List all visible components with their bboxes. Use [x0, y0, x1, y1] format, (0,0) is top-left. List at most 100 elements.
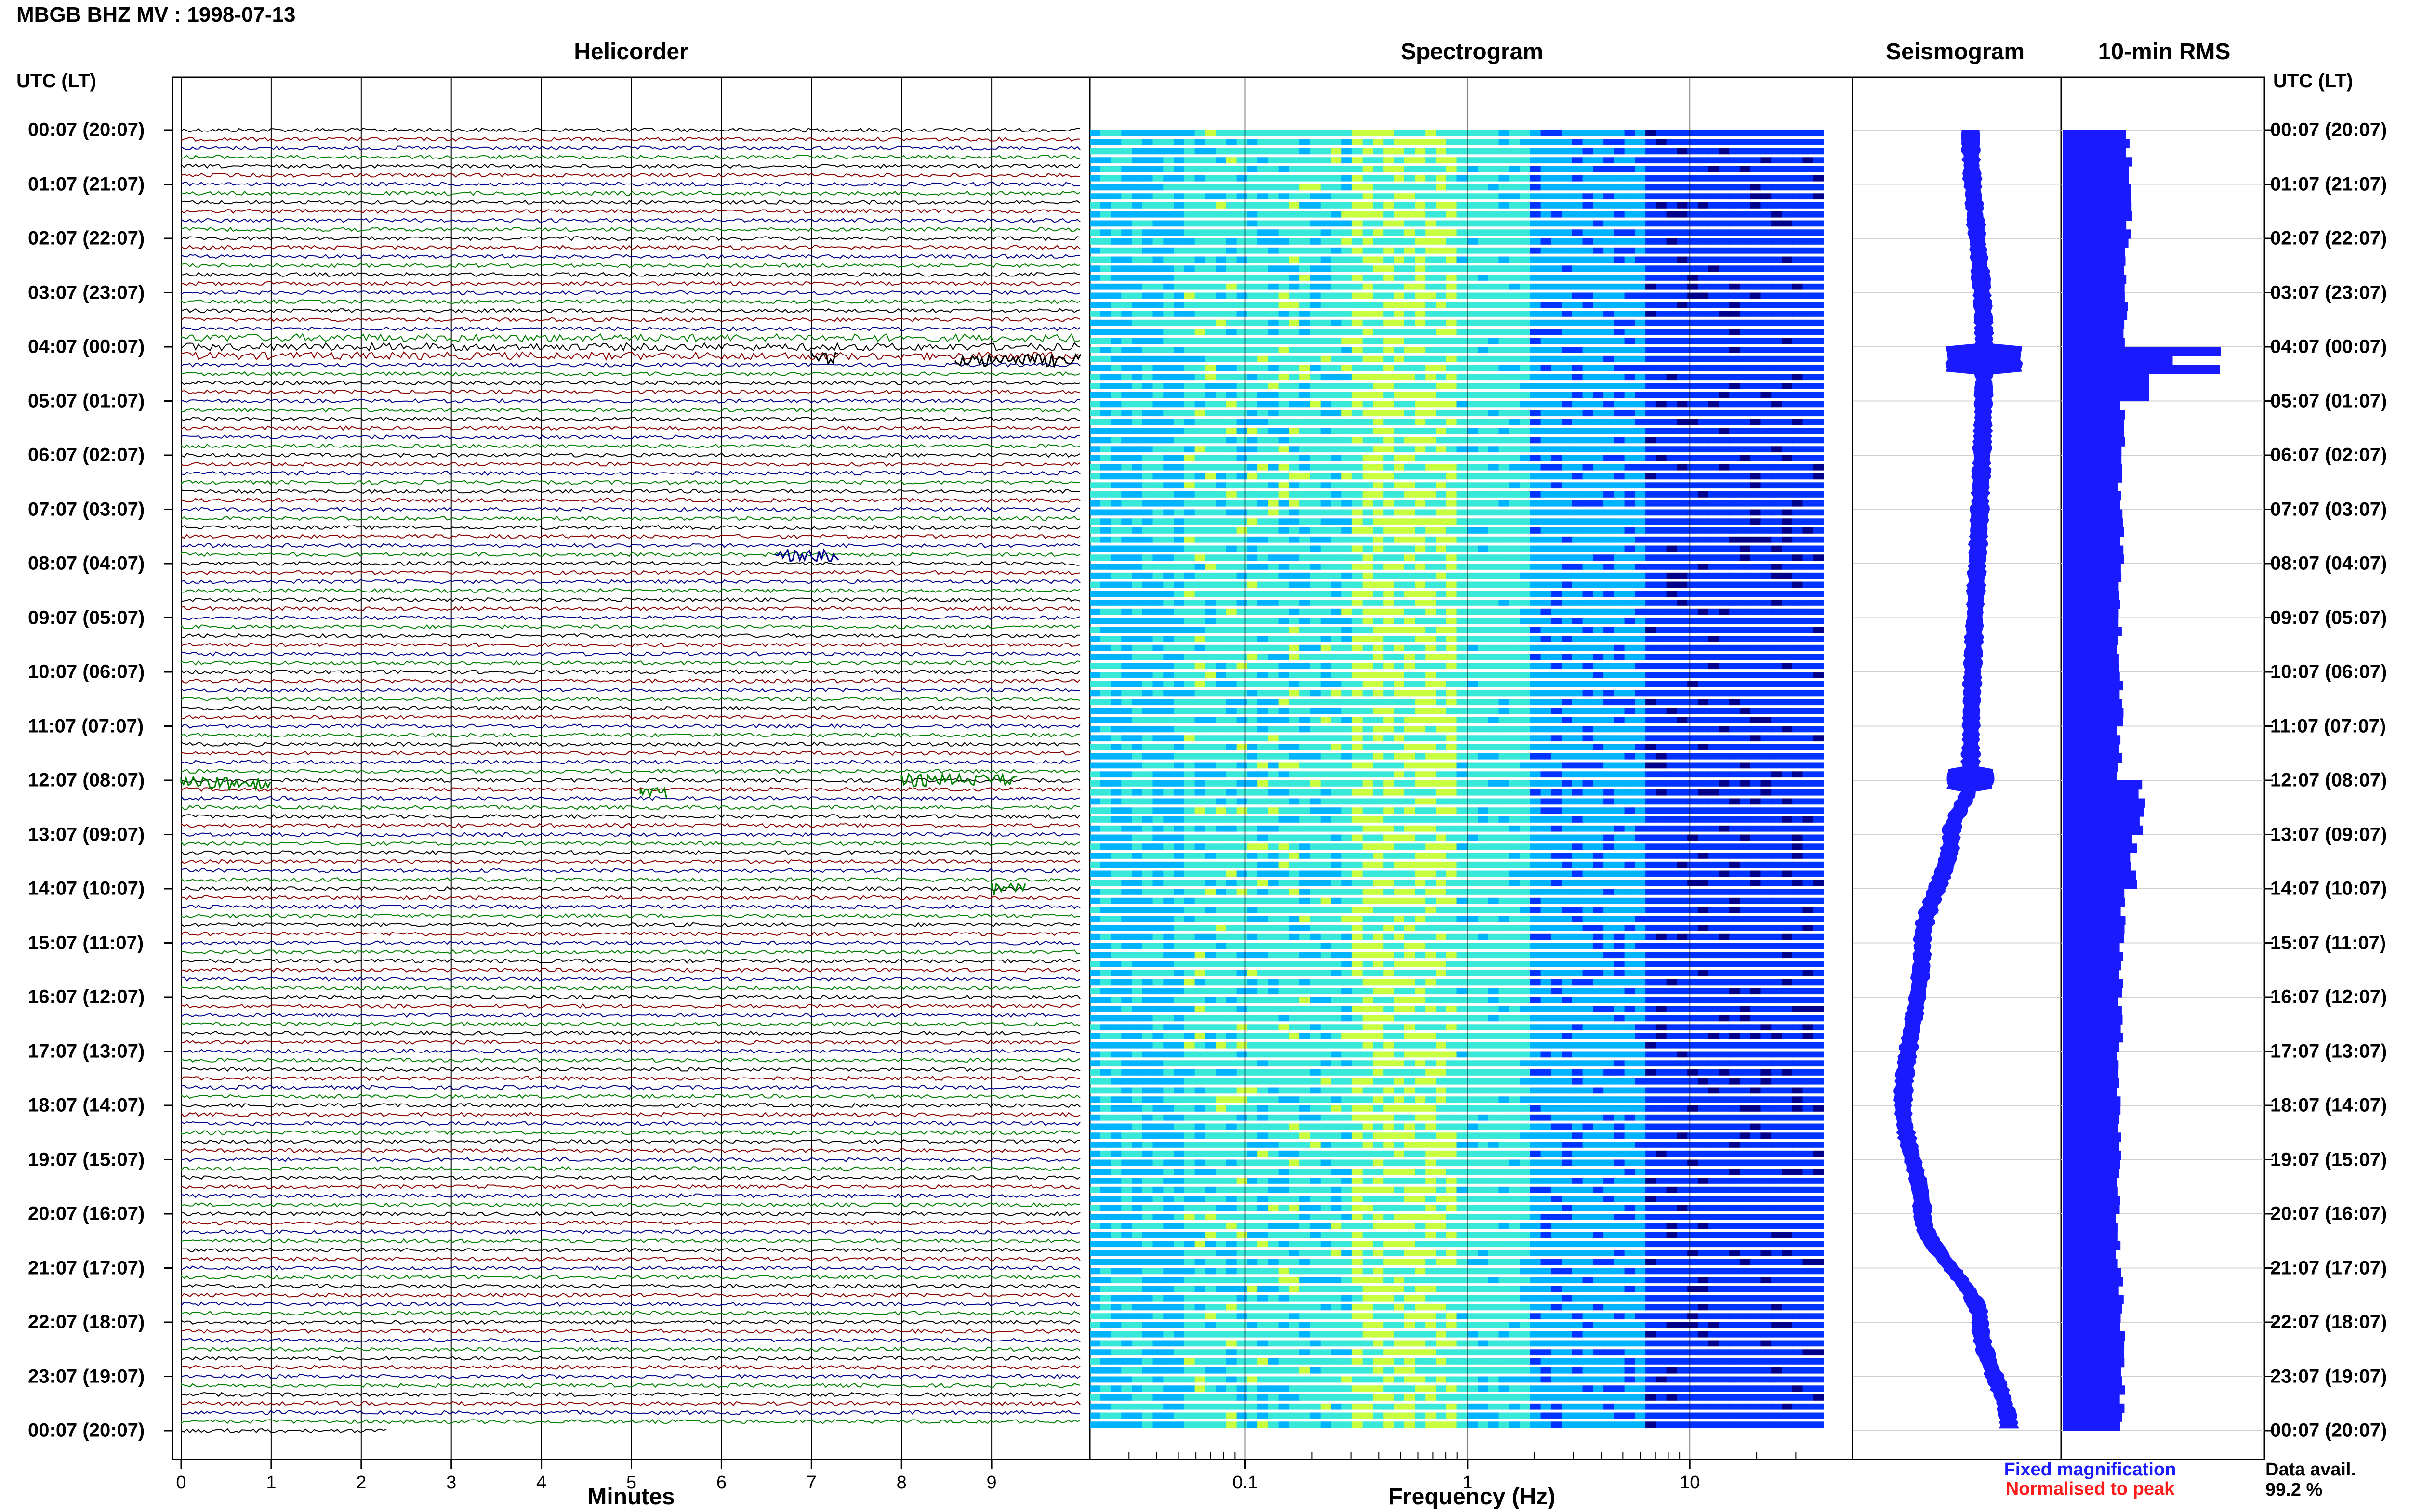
spectrogram-cell [1362, 527, 1374, 534]
spectrogram-cell [1582, 618, 1594, 624]
spectrogram-cell [1163, 220, 1174, 227]
spectrogram-cell [1562, 275, 1573, 281]
spectrogram-cell [1163, 581, 1174, 588]
spectrogram-cell [1205, 283, 1216, 290]
spectrogram-cell [1802, 591, 1814, 597]
spectrogram-cell [1551, 618, 1562, 624]
spectrogram-cell [1436, 130, 1447, 136]
spectrogram-cell [1498, 283, 1510, 290]
spectrogram-cell [1394, 536, 1405, 543]
spectrogram-cell [1813, 302, 1824, 308]
spectrogram-cell [1436, 139, 1447, 145]
spectrogram-cell [1152, 365, 1164, 371]
spectrogram-cell [1624, 355, 1636, 362]
spectrogram-cell [1341, 383, 1352, 389]
spectrogram-cell [1739, 482, 1751, 489]
spectrogram-cell [1163, 139, 1174, 145]
spectrogram-cell [1152, 591, 1164, 597]
spectrogram-cell [1509, 572, 1520, 579]
spectrogram-cell [1373, 600, 1384, 606]
spectrogram-cell [1687, 482, 1698, 489]
spectrogram-cell [1247, 193, 1258, 200]
spectrogram-cell [1152, 717, 1164, 723]
spectrogram-cell [1593, 211, 1604, 218]
spectrogram-cell [1100, 554, 1112, 561]
spectrogram-cell [1697, 410, 1709, 417]
spectrogram-cell [1509, 717, 1520, 723]
spectrogram-cell [1278, 473, 1290, 480]
spectrogram-cell [1194, 355, 1206, 362]
spectrogram-cell [1383, 265, 1394, 272]
spectrogram-cell [1194, 256, 1206, 263]
spectrogram-cell [1415, 627, 1426, 633]
spectrogram-cell [1142, 283, 1153, 290]
spectrogram-cell [1289, 672, 1300, 678]
spectrogram-cell [1582, 175, 1594, 182]
helicorder-trace [181, 732, 1081, 738]
spectrogram-cell [1719, 663, 1730, 670]
spectrogram-cell [1132, 644, 1143, 651]
spectrogram-cell [1394, 238, 1405, 245]
spectrogram-cell [1614, 419, 1625, 425]
spectrogram-cell [1802, 663, 1814, 670]
spectrogram-cell [1498, 338, 1510, 344]
spectrogram-cell [1373, 618, 1384, 624]
helicorder-trace [181, 633, 1081, 639]
spectrogram-cell [1331, 581, 1342, 588]
spectrogram-cell [1299, 157, 1310, 164]
spectrogram-cell [1792, 329, 1803, 335]
spectrogram-cell [1299, 500, 1310, 507]
spectrogram-cell [1582, 699, 1594, 706]
spectrogram-cell [1478, 283, 1489, 290]
spectrogram-cell [1236, 581, 1248, 588]
spectrogram-cell [1498, 256, 1510, 263]
spectrogram-cell [1687, 410, 1698, 417]
spectrogram-cell [1236, 654, 1248, 660]
spectrogram-cell [1509, 256, 1520, 263]
spectrogram-cell [1184, 428, 1195, 434]
spectrogram-cell [1425, 256, 1436, 263]
spectrogram-cell [1142, 157, 1153, 164]
spectrogram-cell [1121, 627, 1132, 633]
spectrogram-cell [1383, 509, 1394, 516]
spectrogram-cell [1782, 509, 1793, 516]
spectrogram-cell [1383, 329, 1394, 335]
spectrogram-cell [1739, 130, 1751, 136]
spectrogram-cell [1404, 157, 1416, 164]
spectrogram-cell [1771, 329, 1782, 335]
spectrogram-cell [1436, 401, 1447, 408]
spectrogram-cell [1666, 618, 1678, 624]
spectrogram-cell [1687, 690, 1698, 697]
spectrogram-cell [1310, 229, 1321, 236]
spectrogram-cell [1320, 726, 1332, 733]
spectrogram-cell [1278, 302, 1290, 308]
spectrogram-cell [1090, 500, 1101, 507]
spectrogram-cell [1216, 365, 1227, 371]
spectrogram-cell [1278, 554, 1290, 561]
spectrogram-cell [1310, 518, 1321, 525]
spectrogram-cell [1289, 265, 1300, 272]
spectrogram-cell [1111, 437, 1122, 444]
spectrogram-cell [1436, 419, 1447, 425]
spectrogram-cell [1530, 211, 1541, 218]
spectrogram-cell [1394, 708, 1405, 714]
spectrogram-cell [1341, 527, 1352, 534]
spectrogram-cell [1760, 365, 1772, 371]
spectrogram-cell [1142, 455, 1153, 461]
spectrogram-cell [1697, 564, 1709, 570]
spectrogram-cell [1478, 554, 1489, 561]
spectrogram-cell [1351, 247, 1363, 254]
spectrogram-cell [1394, 347, 1405, 353]
spectrogram-cell [1216, 139, 1227, 145]
spectrogram-cell [1551, 275, 1562, 281]
spectrogram-cell [1467, 319, 1478, 326]
spectrogram-cell [1708, 527, 1720, 534]
spectrogram-cell [1446, 193, 1457, 200]
spectrogram-cell [1655, 564, 1667, 570]
spectrogram-cell [1383, 672, 1394, 678]
spectrogram-cell [1226, 265, 1237, 272]
spectrogram-cell [1152, 319, 1164, 326]
spectrogram-cell [1404, 482, 1416, 489]
time-label-right: 18:07 (14:07) [2270, 1094, 2387, 1116]
spectrogram-cell [1362, 220, 1374, 227]
